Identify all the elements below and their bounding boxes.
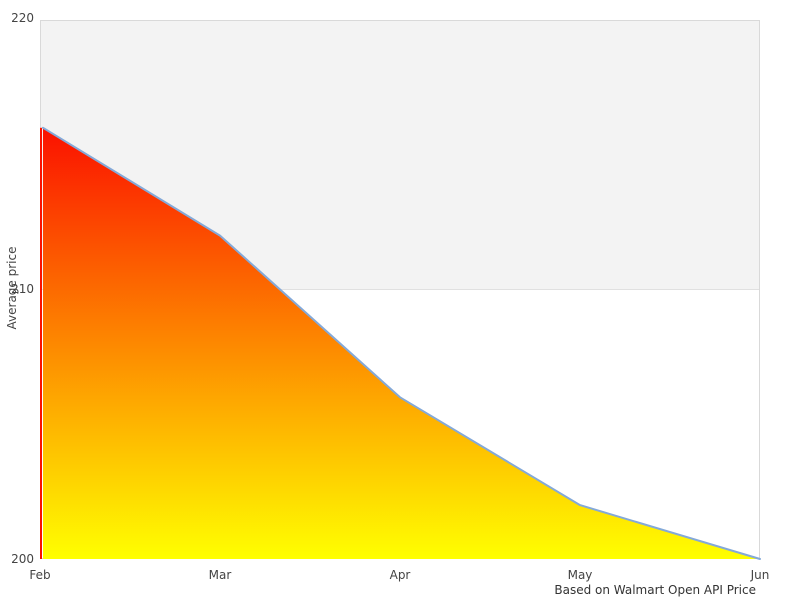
price-line: [42, 126, 761, 560]
x-tick-label-may: May: [567, 568, 593, 582]
x-tick-label-jun: Jun: [750, 568, 770, 582]
chart-caption: Based on Walmart Open API Price: [554, 583, 756, 597]
y-tick-label-210: 210: [11, 282, 34, 296]
x-tick-label-mar: Mar: [208, 568, 232, 582]
y-axis-title: Average price: [5, 246, 19, 330]
y-tick-label-220: 220: [11, 11, 34, 25]
y-tick-label-200: 200: [11, 552, 34, 566]
price-area-fill: [43, 127, 760, 560]
x-tick-label-feb: Feb: [29, 568, 51, 582]
x-tick-label-apr: Apr: [389, 568, 411, 582]
series-left-edge: [40, 127, 42, 560]
